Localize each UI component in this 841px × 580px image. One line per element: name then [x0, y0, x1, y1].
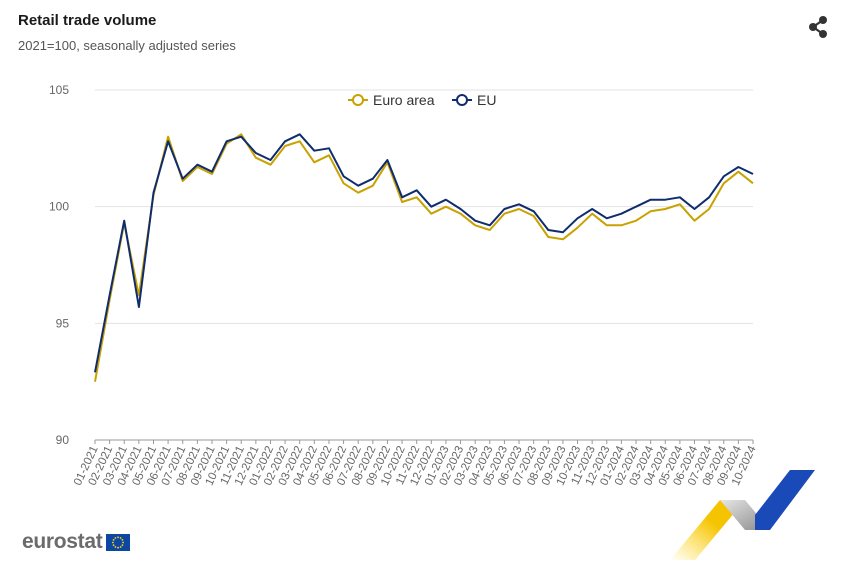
page-subtitle: 2021=100, seasonally adjusted series [18, 38, 236, 53]
y-tick-label: 105 [49, 83, 69, 97]
legend-label: Euro area [373, 92, 435, 108]
share-icon[interactable] [805, 14, 831, 40]
logo-text: eurostat [22, 530, 103, 553]
legend: Euro area EU [348, 92, 496, 108]
decorative-ribbon-icon [670, 470, 815, 560]
x-axis-ticks: 01-202102-202103-202104-202105-202106-20… [72, 440, 759, 488]
eu-flag-icon [106, 533, 131, 551]
eurostat-logo[interactable]: eurostat [22, 530, 131, 554]
legend-marker-icon [352, 94, 364, 106]
y-axis-ticks: 90 95 100 105 [49, 83, 69, 447]
legend-label: EU [477, 92, 496, 108]
grid-lines [95, 89, 753, 441]
y-tick-label: 95 [56, 316, 70, 330]
legend-marker-icon [456, 94, 468, 106]
series-line-euro-area[interactable] [94, 133, 754, 382]
y-tick-label: 90 [56, 433, 70, 447]
page-title: Retail trade volume [18, 12, 157, 29]
series-lines [94, 133, 754, 382]
series-line-eu[interactable] [94, 133, 754, 373]
legend-item-eu[interactable]: EU [452, 92, 496, 108]
legend-item-euro-area[interactable]: Euro area [348, 92, 435, 108]
y-tick-label: 100 [49, 200, 69, 214]
